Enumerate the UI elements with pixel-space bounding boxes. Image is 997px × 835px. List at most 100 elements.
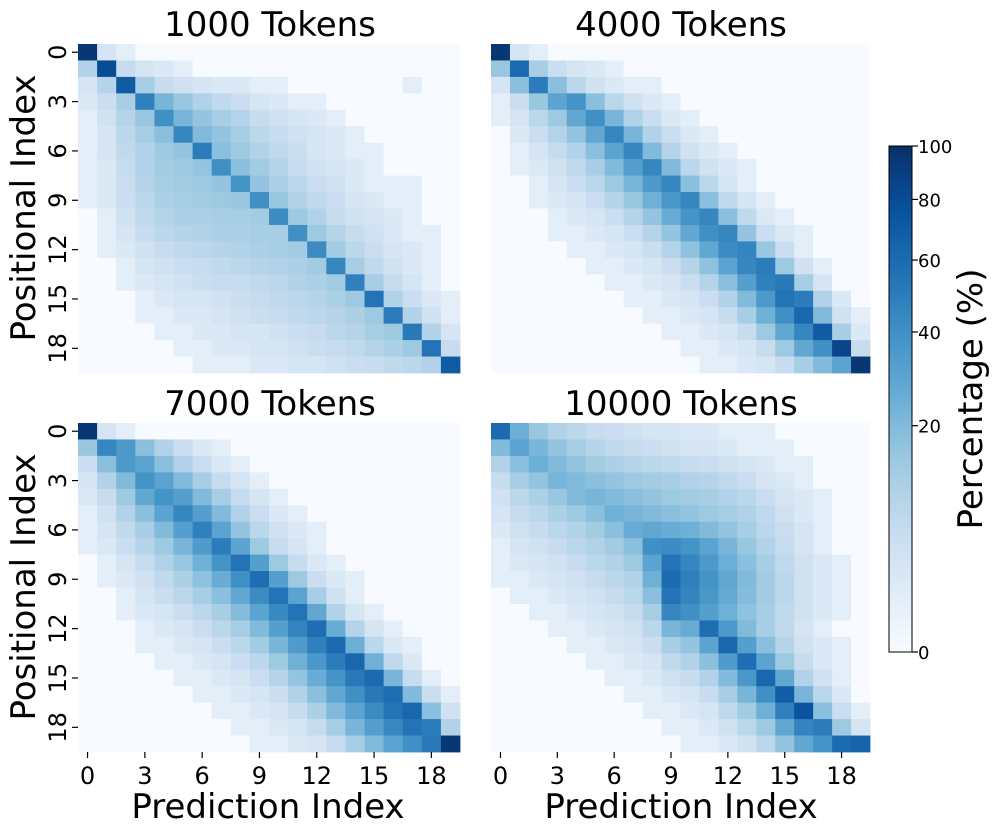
heatmap-cell	[491, 521, 511, 539]
heatmap-cell	[173, 653, 193, 671]
heatmap-cell	[326, 126, 346, 144]
heatmap-cell	[440, 340, 461, 357]
heatmap-cell	[604, 290, 625, 308]
heatmap-cell	[756, 505, 776, 523]
heatmap-cell	[326, 159, 346, 176]
heatmap-cell	[269, 735, 289, 753]
heatmap-cell	[813, 719, 833, 736]
heatmap-cell	[491, 571, 511, 588]
heatmap-cell	[547, 224, 568, 242]
heatmap-cell	[604, 44, 625, 61]
heatmap-cell	[509, 620, 530, 638]
heatmap-cell	[509, 603, 530, 621]
heatmap-cell	[585, 175, 606, 193]
heatmap-cell	[230, 554, 251, 572]
heatmap-cell	[585, 76, 606, 94]
heatmap-cell	[326, 241, 346, 259]
heatmap-cell	[794, 439, 814, 457]
heatmap-cell	[211, 636, 232, 654]
heatmap-cell	[566, 554, 587, 572]
heatmap-cell	[718, 620, 738, 638]
heatmap-cell	[566, 142, 587, 160]
heatmap-cell	[78, 340, 98, 357]
heatmap-cell	[680, 274, 700, 292]
heatmap-cell	[440, 603, 461, 621]
heatmap-cell	[509, 208, 530, 226]
heatmap-cell	[307, 620, 327, 638]
heatmap-cell	[307, 719, 327, 736]
heatmap-cell	[249, 620, 270, 638]
heatmap-cell	[585, 340, 606, 357]
heatmap-cell	[345, 571, 365, 588]
heatmap-cell	[97, 274, 117, 292]
heatmap-cell	[154, 702, 174, 720]
heatmap-cell	[269, 109, 289, 127]
heatmap-cell	[585, 208, 606, 226]
heatmap-cell	[326, 686, 346, 704]
heatmap-cell	[491, 423, 511, 440]
heatmap-cell	[851, 192, 871, 209]
heatmap-cell	[813, 636, 833, 654]
heatmap-cell	[680, 620, 700, 638]
heatmap-cell	[566, 274, 587, 292]
heatmap-cell	[491, 159, 511, 176]
heatmap-cell	[402, 208, 423, 226]
heatmap-cell	[509, 653, 530, 671]
heatmap-cell	[230, 686, 251, 704]
heatmap-cell	[509, 356, 530, 374]
heatmap-cell	[699, 488, 719, 506]
heatmap-cell	[813, 323, 833, 341]
heatmap-cell	[97, 423, 117, 440]
heatmap-cell	[547, 76, 568, 94]
heatmap-cell	[642, 719, 662, 736]
heatmap-cell	[661, 142, 681, 160]
heatmap-cell	[230, 653, 251, 671]
heatmap-cell	[604, 340, 625, 357]
heatmap-cell	[528, 340, 549, 357]
heatmap-cell	[364, 60, 384, 78]
heatmap-cell	[269, 307, 289, 325]
heatmap-cell	[623, 439, 643, 457]
heatmap-cell	[78, 44, 98, 61]
heatmap-cell	[661, 224, 681, 242]
heatmap-cell	[307, 93, 327, 111]
heatmap-cell	[851, 274, 871, 292]
heatmap-cell	[345, 554, 365, 572]
heatmap-cell	[173, 538, 193, 555]
heatmap-cell	[211, 126, 232, 144]
heatmap-cell	[326, 423, 346, 440]
heatmap-cell	[737, 290, 757, 308]
heatmap-cell	[307, 290, 327, 308]
heatmap-cell	[851, 505, 871, 523]
heatmap-cell	[421, 571, 442, 588]
y-tick-label: 3	[44, 94, 72, 109]
heatmap-cell	[288, 290, 308, 308]
heatmap-cell	[699, 257, 719, 275]
heatmap-cell	[402, 505, 423, 523]
heatmap-cell	[851, 175, 871, 193]
heatmap-cell	[756, 669, 776, 687]
heatmap-cell	[173, 290, 193, 308]
heatmap-cell	[173, 620, 193, 638]
heatmap-cell	[307, 208, 327, 226]
heatmap-cell	[851, 603, 871, 621]
heatmap-cell	[642, 653, 662, 671]
heatmap-cell	[230, 719, 251, 736]
heatmap-cell	[116, 423, 136, 440]
heatmap-cell	[680, 224, 700, 242]
y-tick-label: 12	[44, 234, 72, 265]
heatmap-cell	[718, 571, 738, 588]
heatmap-cell	[813, 686, 833, 704]
heatmap-cell	[135, 735, 155, 753]
heatmap-cell	[307, 702, 327, 720]
heatmap-cell	[623, 356, 643, 374]
heatmap-cell	[173, 192, 193, 209]
heatmap-cell	[249, 192, 270, 209]
heatmap-cell	[661, 439, 681, 457]
colorbar-tick-label: 0	[918, 643, 929, 664]
heatmap-cell	[566, 159, 587, 176]
heatmap-cell	[547, 488, 568, 506]
heatmap-cell	[491, 653, 511, 671]
heatmap-cell	[566, 175, 587, 193]
y-tick-label: 9	[44, 572, 72, 587]
